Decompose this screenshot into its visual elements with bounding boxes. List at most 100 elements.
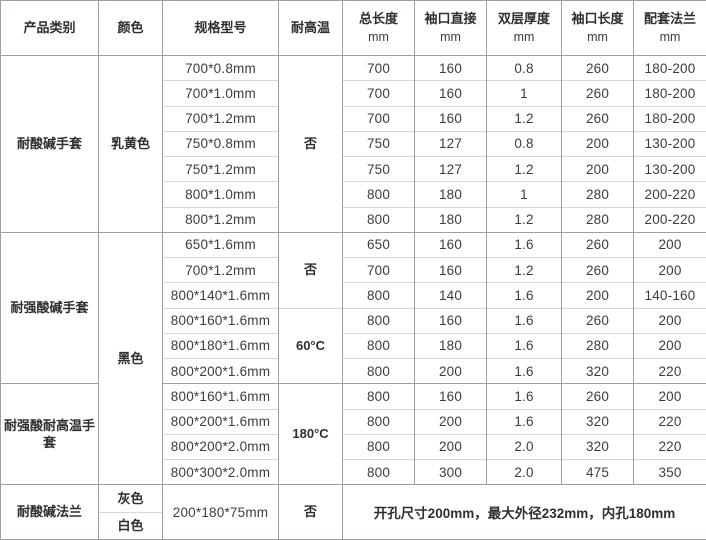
thickness-cell: 1.6 bbox=[486, 357, 562, 384]
total-length-cell: 700 bbox=[342, 80, 415, 106]
flange-cell: 200 bbox=[633, 307, 706, 334]
thickness-cell: 1.2 bbox=[486, 105, 562, 132]
heat-cell: 否 bbox=[278, 55, 343, 233]
flange-cell: 130-200 bbox=[633, 155, 706, 182]
cuff-length-cell: 320 bbox=[561, 408, 634, 435]
flange-cell: 200 bbox=[633, 332, 706, 359]
color-cell: 乳黄色 bbox=[98, 55, 163, 233]
total-length-cell: 800 bbox=[342, 383, 415, 409]
cuff-diameter-cell: 200 bbox=[414, 408, 487, 435]
flange-cell: 200 bbox=[633, 231, 706, 258]
header-heat-resist: 耐高温 bbox=[278, 0, 343, 56]
flange-cell: 220 bbox=[633, 357, 706, 384]
total-length-cell: 700 bbox=[342, 256, 415, 283]
spec-cell: 800*180*1.6mm bbox=[162, 332, 279, 359]
table-row: 耐强酸碱手套 黑色 650*1.6mm 否 650 160 1.6 260 20… bbox=[0, 231, 706, 485]
heat-cell: 60°C bbox=[278, 307, 343, 384]
spec-cell: 800*160*1.6mm bbox=[162, 383, 279, 409]
header-cuff-length: 袖口长度 mm bbox=[561, 0, 634, 56]
table-row: 800*1.2mm 800 180 1.2 280 200-220 bbox=[1, 206, 706, 233]
table-row: 白色 bbox=[1, 511, 706, 540]
cuff-diameter-cell: 140 bbox=[414, 282, 487, 308]
table-row: 耐酸碱手套 乳黄色 700*0.8mm 否 700 160 0.8 260 18… bbox=[0, 54, 706, 233]
table-row: 750*0.8mm 750 127 0.8 200 130-200 bbox=[1, 130, 706, 157]
cuff-length-cell: 320 bbox=[561, 357, 634, 384]
thickness-cell: 1.2 bbox=[486, 206, 562, 233]
table-row: 700*1.2mm 700 160 1.2 260 200 bbox=[1, 256, 706, 283]
thickness-cell: 2.0 bbox=[486, 433, 562, 460]
flange-cell: 220 bbox=[633, 433, 706, 460]
spec-cell: 800*1.2mm bbox=[162, 206, 279, 233]
header-double-thickness: 双层厚度 mm bbox=[486, 0, 562, 56]
cuff-length-cell: 200 bbox=[561, 130, 634, 157]
total-length-cell: 800 bbox=[342, 458, 415, 485]
cuff-length-cell: 260 bbox=[561, 256, 634, 283]
thickness-cell: 1.2 bbox=[486, 155, 562, 182]
cuff-length-cell: 260 bbox=[561, 383, 634, 409]
cuff-length-cell: 260 bbox=[561, 80, 634, 106]
cuff-length-cell: 260 bbox=[561, 231, 634, 258]
thickness-cell: 1.6 bbox=[486, 231, 562, 258]
cuff-length-cell: 280 bbox=[561, 332, 634, 359]
spec-cell: 750*0.8mm bbox=[162, 130, 279, 157]
total-length-cell: 800 bbox=[342, 206, 415, 233]
flange-cell: 200-220 bbox=[633, 206, 706, 233]
cuff-length-cell: 260 bbox=[561, 307, 634, 334]
header-product-category: 产品类别 bbox=[0, 0, 99, 56]
cuff-length-cell: 280 bbox=[561, 206, 634, 233]
total-length-cell: 650 bbox=[342, 231, 415, 258]
table-row: 700*1.0mm 700 160 1 260 180-200 bbox=[1, 80, 706, 106]
header-row: 产品类别 颜色 规格型号 耐高温 总长度 mm 袖口直接 mm 双层厚度 mm 袖口长… bbox=[0, 0, 706, 56]
table-row: 800*160*1.6mm 60°C 800 160 1.6 260 200 bbox=[1, 307, 706, 384]
flange-cell: 350 bbox=[633, 458, 706, 485]
cuff-diameter-cell: 160 bbox=[414, 54, 487, 81]
category-cell: 耐强酸耐高温手套 bbox=[0, 383, 99, 485]
table-row: 800*300*2.0mm 800 300 2.0 475 350 bbox=[1, 458, 706, 485]
table-row: 耐强酸耐高温手套 800*160*1.6mm 180°C 800 160 1.6… bbox=[0, 383, 706, 485]
spec-cell: 800*200*2.0mm bbox=[162, 433, 279, 460]
cuff-length-cell: 320 bbox=[561, 433, 634, 460]
spec-cell: 800*1.0mm bbox=[162, 181, 279, 207]
flange-cell: 220 bbox=[633, 408, 706, 435]
thickness-cell: 1 bbox=[486, 181, 562, 207]
total-length-cell: 800 bbox=[342, 332, 415, 359]
total-length-cell: 800 bbox=[342, 357, 415, 384]
spec-cell: 800*200*1.6mm bbox=[162, 408, 279, 435]
thickness-cell: 0.8 bbox=[486, 130, 562, 157]
flange-cell: 180-200 bbox=[633, 54, 706, 81]
cuff-diameter-cell: 160 bbox=[414, 307, 487, 334]
cuff-length-cell: 280 bbox=[561, 181, 634, 207]
cuff-diameter-cell: 160 bbox=[414, 80, 487, 106]
cuff-diameter-cell: 160 bbox=[414, 231, 487, 258]
total-length-cell: 800 bbox=[342, 433, 415, 460]
flange-cell: 180-200 bbox=[633, 80, 706, 106]
flange-cell: 180-200 bbox=[633, 105, 706, 132]
total-length-cell: 800 bbox=[342, 282, 415, 308]
cuff-diameter-cell: 160 bbox=[414, 256, 487, 283]
total-length-cell: 800 bbox=[342, 307, 415, 334]
thickness-cell: 1.6 bbox=[486, 383, 562, 409]
thickness-cell: 1.6 bbox=[486, 408, 562, 435]
spec-cell: 800*300*2.0mm bbox=[162, 458, 279, 485]
header-color: 颜色 bbox=[98, 0, 163, 56]
spec-cell: 800*140*1.6mm bbox=[162, 282, 279, 308]
flange-cell: 140-160 bbox=[633, 282, 706, 308]
table-row: 耐酸碱法兰 灰色 200*180*75mm 否 开孔尺寸200mm，最大外径23… bbox=[0, 484, 706, 540]
total-length-cell: 750 bbox=[342, 130, 415, 157]
thickness-cell: 1.6 bbox=[486, 307, 562, 334]
table-row: 800*180*1.6mm 800 180 1.6 280 200 bbox=[1, 332, 706, 359]
flange-cell: 130-200 bbox=[633, 130, 706, 157]
cuff-diameter-cell: 180 bbox=[414, 332, 487, 359]
flange-note-cell: 开孔尺寸200mm，最大外径232mm，内孔180mm bbox=[342, 484, 706, 540]
thickness-cell: 1 bbox=[486, 80, 562, 106]
cuff-length-cell: 475 bbox=[561, 458, 634, 485]
thickness-cell: 2.0 bbox=[486, 458, 562, 485]
heat-cell: 否 bbox=[278, 231, 343, 308]
thickness-cell: 1.2 bbox=[486, 256, 562, 283]
cuff-length-cell: 260 bbox=[561, 105, 634, 132]
header-spec-model: 规格型号 bbox=[162, 0, 279, 56]
color-cell: 灰色 bbox=[98, 484, 163, 513]
spec-cell: 700*1.0mm bbox=[162, 80, 279, 106]
cuff-diameter-cell: 300 bbox=[414, 458, 487, 485]
